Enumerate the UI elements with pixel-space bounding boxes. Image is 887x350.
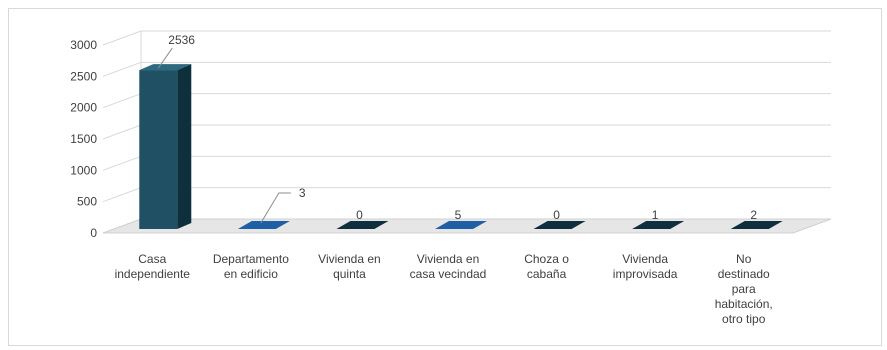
x-tick-label: Departamento en edificio — [213, 252, 289, 281]
bar — [730, 221, 783, 229]
x-tick-label-line: Choza o — [524, 252, 569, 266]
y-tick-label: 0 — [90, 226, 97, 240]
bar — [336, 221, 389, 229]
x-tick-label-line: Vivienda — [622, 252, 668, 266]
x-tick-label: Casa independiente — [115, 252, 191, 281]
gridline-side — [102, 124, 142, 140]
gridline-side — [102, 93, 142, 109]
leader-lines — [157, 47, 291, 224]
leader-line — [157, 47, 173, 69]
x-tick-label-line: otro tipo — [722, 312, 766, 326]
y-tick-label: 2500 — [70, 69, 97, 83]
gridline-side — [102, 30, 142, 46]
x-tick-label-line: habitación, — [715, 297, 773, 311]
x-tick-label: Vivienda en casa vecindad — [410, 252, 487, 281]
x-axis-category-labels: Casa independiente Departamento en edificio… — [115, 252, 773, 326]
x-tick-label-line: en edificio — [224, 267, 278, 281]
x-tick-label: No destinado para habitación, otro tipo — [715, 252, 773, 326]
data-label: 0 — [356, 208, 363, 222]
x-tick-label-line: destinado — [718, 267, 770, 281]
x-tick-label-line: independiente — [115, 267, 191, 281]
data-label: 0 — [553, 208, 560, 222]
x-tick-label-line: cabaña — [527, 267, 567, 281]
data-label: 2 — [750, 208, 757, 222]
data-labels: 2536 3 0 5 0 1 2 — [168, 33, 757, 222]
y-tick-label: 3000 — [70, 38, 97, 52]
gridlines — [102, 30, 831, 234]
x-tick-label-line: casa vecindad — [410, 267, 487, 281]
bar — [139, 70, 178, 229]
y-tick-label: 500 — [77, 195, 97, 209]
bar-chart-3d: 0 500 1000 1500 2000 2500 3000 2536 3 0 5 0 1 2 Casa… — [70, 30, 832, 326]
x-tick-label-line: Casa — [138, 252, 166, 266]
bar-side — [177, 64, 192, 229]
leader-line — [260, 192, 291, 224]
x-tick-label-line: Vivienda en — [417, 252, 480, 266]
y-tick-label: 2000 — [70, 101, 97, 115]
x-tick-label-line: improvisada — [613, 267, 678, 281]
gridline-side — [102, 187, 142, 203]
x-tick-label-line: para — [732, 282, 756, 296]
chart-frame: 0 500 1000 1500 2000 2500 3000 2536 3 0 5 0 1 2 Casa… — [8, 8, 882, 346]
bar — [533, 221, 586, 229]
gridline-side — [102, 61, 142, 77]
x-tick-label-line: quinta — [333, 267, 366, 281]
data-label: 1 — [652, 208, 659, 222]
data-label: 5 — [455, 208, 462, 222]
bar — [435, 221, 487, 229]
y-tick-label: 1000 — [70, 163, 97, 177]
x-tick-label-line: Vivienda en — [318, 252, 381, 266]
bars — [139, 64, 783, 229]
data-label: 2536 — [168, 33, 195, 47]
gridline-side — [102, 155, 142, 171]
bar-top — [139, 64, 192, 71]
x-tick-label: Choza o cabaña — [524, 252, 569, 281]
y-axis-tick-labels: 0 500 1000 1500 2000 2500 3000 — [70, 38, 97, 240]
y-tick-label: 1500 — [70, 132, 97, 146]
x-tick-label: Vivienda en quinta — [318, 252, 381, 281]
chart-walls — [102, 31, 832, 234]
bar — [632, 221, 685, 229]
data-label: 3 — [299, 186, 306, 200]
bar — [237, 221, 290, 229]
x-tick-label-line: No — [736, 252, 752, 266]
x-tick-label: Vivienda improvisada — [613, 252, 678, 281]
x-tick-label-line: Departamento — [213, 252, 289, 266]
